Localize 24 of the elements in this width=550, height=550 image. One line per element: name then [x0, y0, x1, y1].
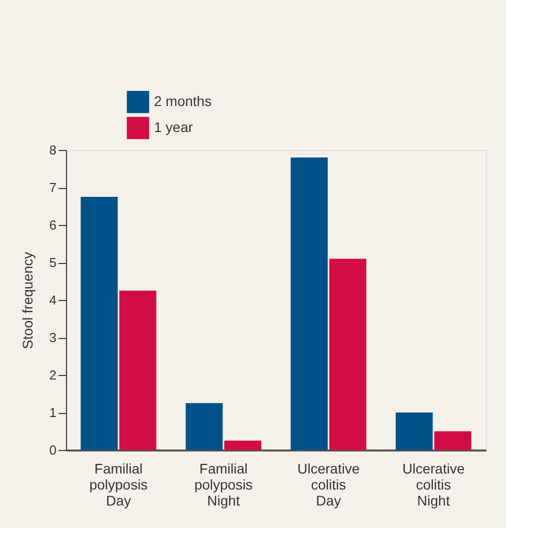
- bar: [434, 431, 472, 450]
- y-tick-label: 3: [49, 330, 56, 345]
- x-tick-label: Familial polyposis Night: [194, 460, 253, 508]
- bar: [396, 412, 433, 450]
- legend-label: 2 months: [154, 93, 212, 109]
- x-tick-label: Ulcerative colitis Day: [297, 460, 360, 508]
- bar: [80, 196, 118, 450]
- y-tick-label: 8: [49, 142, 56, 158]
- y-tick-label: 5: [49, 255, 56, 270]
- y-axis-title: Stool frequency: [19, 252, 36, 350]
- y-tick-label: 4: [49, 292, 56, 308]
- bar: [290, 158, 328, 450]
- y-tick-label: 2: [49, 368, 56, 382]
- y-tick-label: 1: [49, 405, 56, 420]
- y-tick-label: 7: [49, 180, 56, 195]
- x-tick-label: Ulcerative colitis Night: [402, 460, 465, 508]
- bar: [224, 440, 262, 450]
- bar: [119, 290, 156, 450]
- bar: [329, 258, 366, 450]
- x-tick-label: Familial polyposis Day: [89, 460, 148, 508]
- bar: [186, 403, 223, 450]
- y-tick-label: 0: [49, 442, 56, 458]
- y-tick-label: 6: [49, 218, 56, 232]
- legend-label: 1 year: [154, 119, 194, 135]
